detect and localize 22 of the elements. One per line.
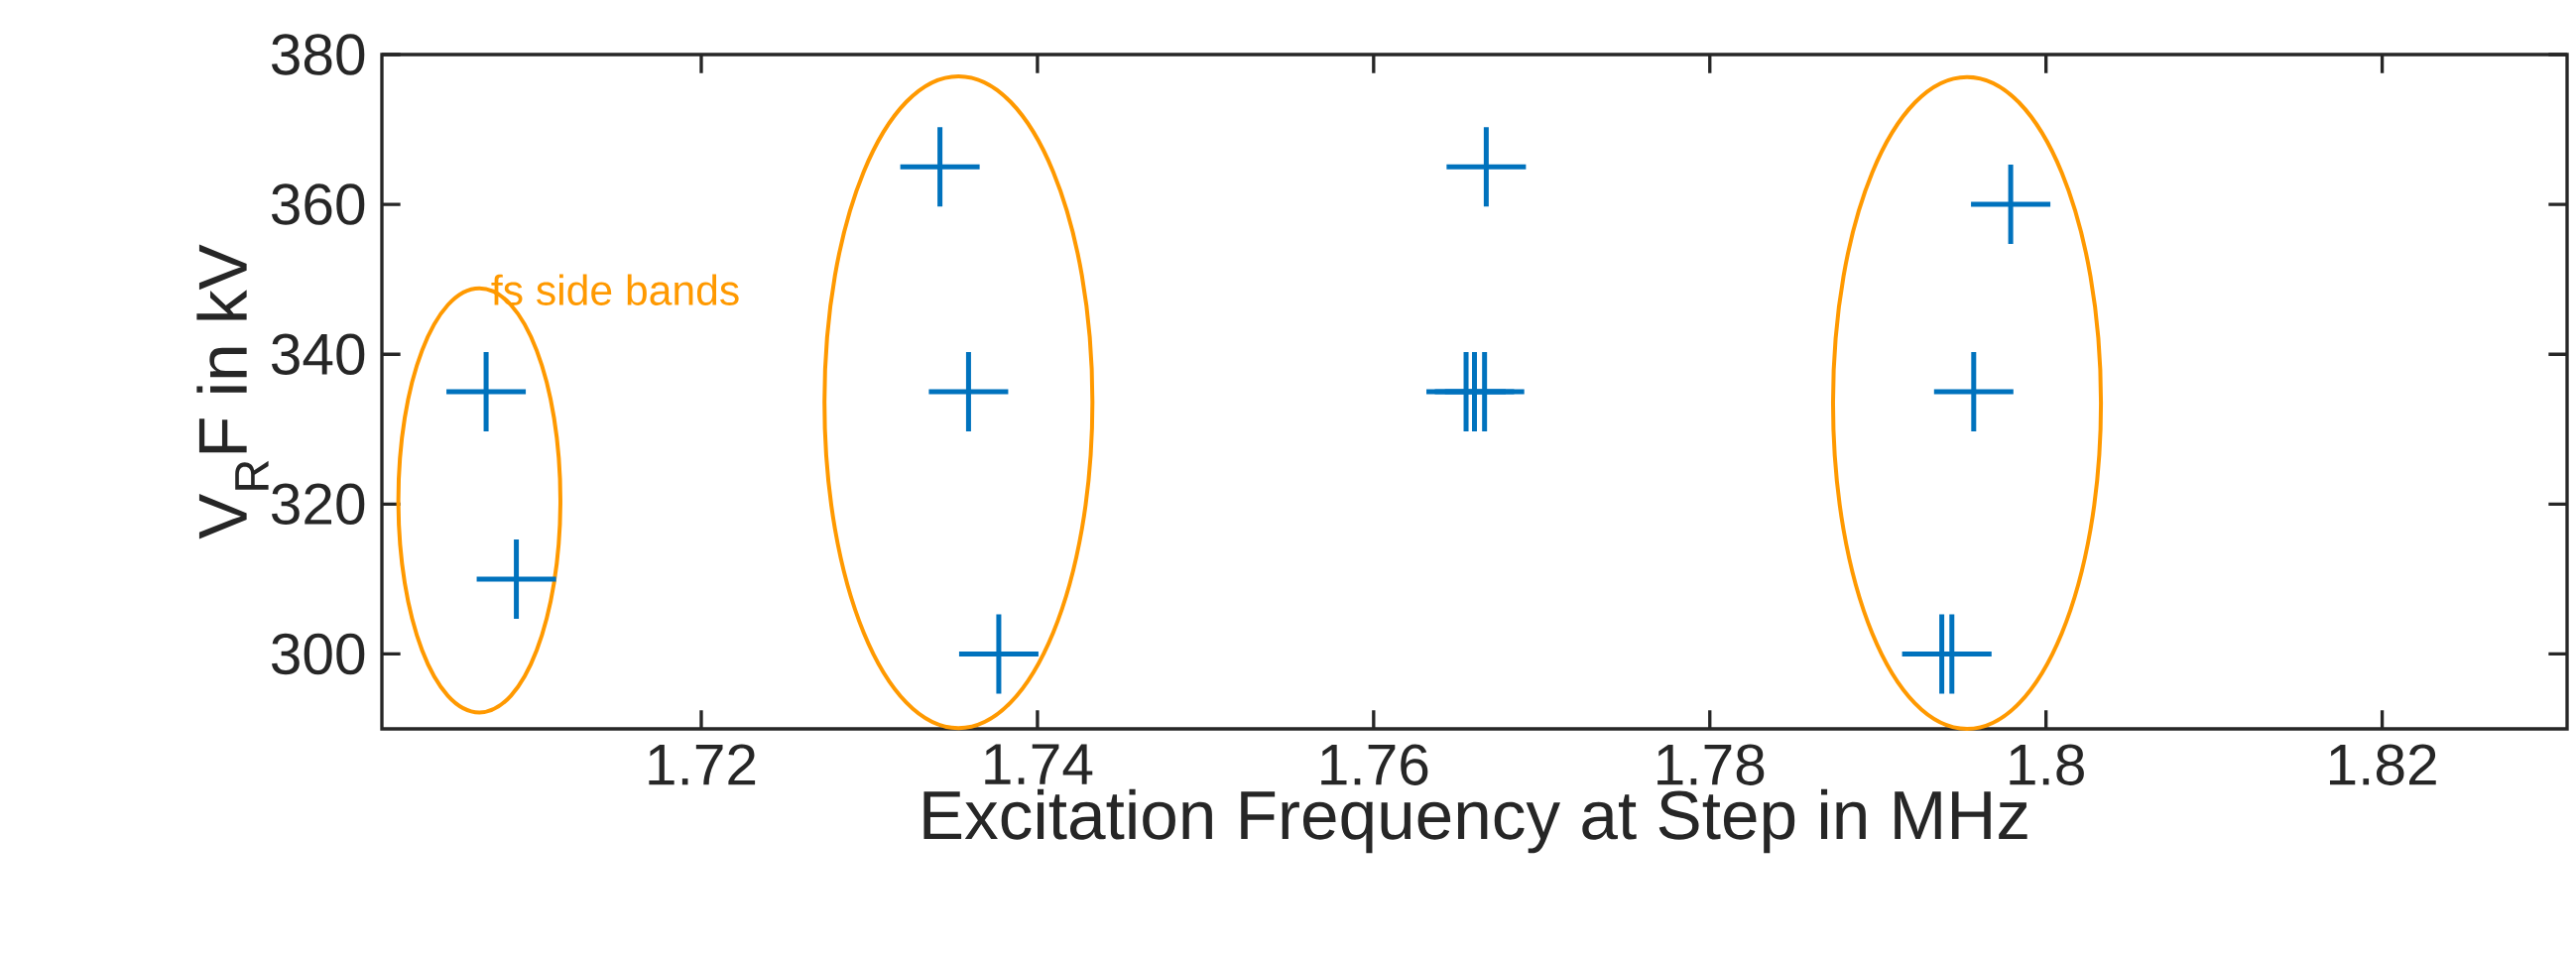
x-tick-label: 1.76 bbox=[1321, 744, 1428, 785]
y-tick-label: 380 bbox=[271, 34, 365, 75]
y-tick-label: 300 bbox=[271, 633, 365, 675]
x-tick-label: 1.82 bbox=[2329, 744, 2436, 785]
y-tick-label: 360 bbox=[271, 183, 365, 225]
point bbox=[1446, 127, 1527, 207]
point bbox=[958, 614, 1039, 694]
x-tick-label: 1.8 bbox=[2010, 744, 2084, 785]
x-tick-label: 1.72 bbox=[649, 744, 756, 785]
y-tick-label: 340 bbox=[271, 333, 365, 375]
point bbox=[1971, 165, 2051, 245]
point bbox=[928, 352, 1009, 431]
point bbox=[446, 352, 527, 431]
point bbox=[1933, 352, 2014, 431]
point bbox=[1444, 352, 1525, 431]
x-axis-title: Excitation Frequency at Step in MHz bbox=[923, 788, 2027, 854]
y-tick-label: 320 bbox=[271, 483, 365, 526]
point bbox=[900, 127, 980, 207]
point bbox=[476, 538, 556, 619]
x-tick-label: 1.74 bbox=[985, 744, 1093, 784]
x-tick-label: 1.78 bbox=[1657, 744, 1765, 785]
y-axis-title: V$_{R}$F in kV bbox=[196, 244, 269, 539]
